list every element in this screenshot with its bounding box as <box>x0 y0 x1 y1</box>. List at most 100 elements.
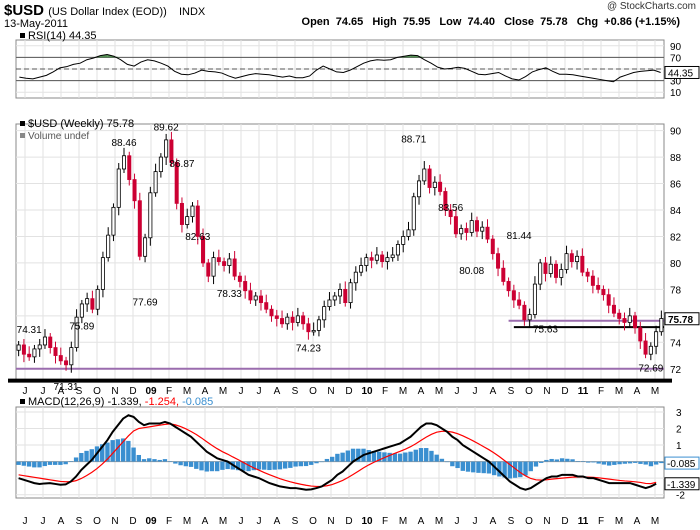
candle-down <box>596 285 601 290</box>
candle-down <box>21 344 26 355</box>
x-tick-label: N <box>327 386 334 397</box>
candle-down <box>517 299 522 306</box>
macd-histogram-bar <box>147 458 152 462</box>
macd-histogram-bar <box>246 461 251 472</box>
candle-up <box>37 344 42 350</box>
candle-up <box>564 253 569 270</box>
candle-up <box>422 168 427 182</box>
x-tick-label: A <box>274 386 281 397</box>
macd-histogram-bar <box>131 447 136 462</box>
x-tick-label: F <box>598 516 604 527</box>
candle-down <box>590 275 595 286</box>
macd-histogram-bar <box>429 450 434 462</box>
x-tick-label: F <box>382 516 388 527</box>
price-annotation: 89.62 <box>154 123 179 134</box>
candle-up <box>401 236 406 245</box>
macd-histogram-bar <box>277 461 283 470</box>
macd-histogram-bar <box>397 453 403 462</box>
candle-down <box>554 263 559 278</box>
candle-down <box>301 315 306 325</box>
macd-hist-marker <box>664 456 700 470</box>
rsi-y-tick: 70 <box>670 53 682 64</box>
candle-down <box>611 304 616 314</box>
price-y-tick: 78 <box>670 285 682 296</box>
x-tick-label: S <box>508 516 515 527</box>
x-tick-label: F <box>166 516 172 527</box>
macd-histogram-bar <box>523 461 528 476</box>
candle-down <box>633 315 638 329</box>
macd-histogram-bar <box>460 461 466 471</box>
x-tick-label: J <box>455 516 460 527</box>
x-tick-label: S <box>76 516 83 527</box>
macd-histogram-bar <box>84 450 89 462</box>
x-tick-label: O <box>93 386 101 397</box>
candle-up <box>337 288 342 297</box>
macd-histogram-bar <box>105 442 110 462</box>
volume-legend: Volume undef <box>28 131 89 142</box>
macd-y-tick: 1 <box>676 441 682 452</box>
macd-histogram-bar <box>220 461 225 470</box>
x-tick-label: A <box>202 386 209 397</box>
candle-down <box>643 340 648 355</box>
x-tick-label: J <box>239 516 244 527</box>
price-y-tick: 80 <box>670 259 682 270</box>
x-tick-label: M <box>183 516 191 527</box>
macd-histogram-bar <box>115 439 121 462</box>
macd-histogram-bar <box>565 458 570 462</box>
candle-up <box>16 344 21 351</box>
rsi-y-tick: 10 <box>670 88 682 99</box>
candle-up <box>185 216 190 225</box>
macd-histogram-bar <box>68 461 74 462</box>
price-annotation: 75.63 <box>533 325 558 336</box>
candle-up <box>122 155 127 170</box>
macd-histogram-bar <box>586 461 591 463</box>
x-tick-label: F <box>166 386 172 397</box>
macd-histogram-bar <box>549 458 554 462</box>
price-y-tick: 88 <box>670 153 682 164</box>
macd-histogram-bar <box>335 453 340 462</box>
candle-down <box>58 355 63 362</box>
candle-up <box>527 314 532 321</box>
candle-up <box>69 347 74 366</box>
macd-histogram-bar <box>288 461 293 468</box>
candle-down <box>496 253 501 269</box>
macd-hist-marker-label: -0.085 <box>667 459 696 470</box>
symbol-name: (US Dollar Index (EOD)) <box>48 6 167 18</box>
candle-down <box>617 312 622 319</box>
macd-value-marker <box>664 477 700 491</box>
candle-down <box>443 191 448 211</box>
macd-histogram-bar <box>538 461 544 463</box>
x-tick-label: A <box>202 516 209 527</box>
macd-histogram-bar <box>345 450 351 462</box>
candle-down <box>638 327 643 342</box>
x-tick-label: A <box>418 516 425 527</box>
price-y-tick: 72 <box>670 365 682 376</box>
macd-histogram-bar <box>497 461 502 477</box>
macd-histogram-bar <box>235 461 241 471</box>
macd-histogram-bar <box>324 458 330 462</box>
candle-up <box>316 319 321 331</box>
x-tick-label: J <box>473 386 478 397</box>
quote-summary: Open 74.65 High 75.95 Low 74.40 Close 75… <box>296 16 680 28</box>
rsi-value-marker <box>664 65 700 79</box>
macd-histogram-bar <box>188 461 194 467</box>
macd-histogram-bar <box>350 448 356 462</box>
candle-up <box>211 257 216 277</box>
x-tick-label: M <box>219 516 227 527</box>
candle-up <box>95 288 100 310</box>
candle-up <box>659 318 664 333</box>
candle-down <box>511 290 516 301</box>
macd-histogram-bar <box>392 453 398 462</box>
candle-down <box>274 315 279 319</box>
macd-histogram-bar <box>387 452 392 462</box>
rsi-line <box>19 53 661 83</box>
x-tick-label: J <box>23 386 28 397</box>
x-tick-label: M <box>183 386 191 397</box>
candle-down <box>269 308 274 317</box>
macd-histogram-bar <box>356 448 361 462</box>
x-tick-label: A <box>274 516 281 527</box>
candle-down <box>248 290 253 301</box>
macd-line <box>18 414 657 491</box>
candle-up <box>106 234 111 259</box>
candle-down <box>543 262 548 274</box>
